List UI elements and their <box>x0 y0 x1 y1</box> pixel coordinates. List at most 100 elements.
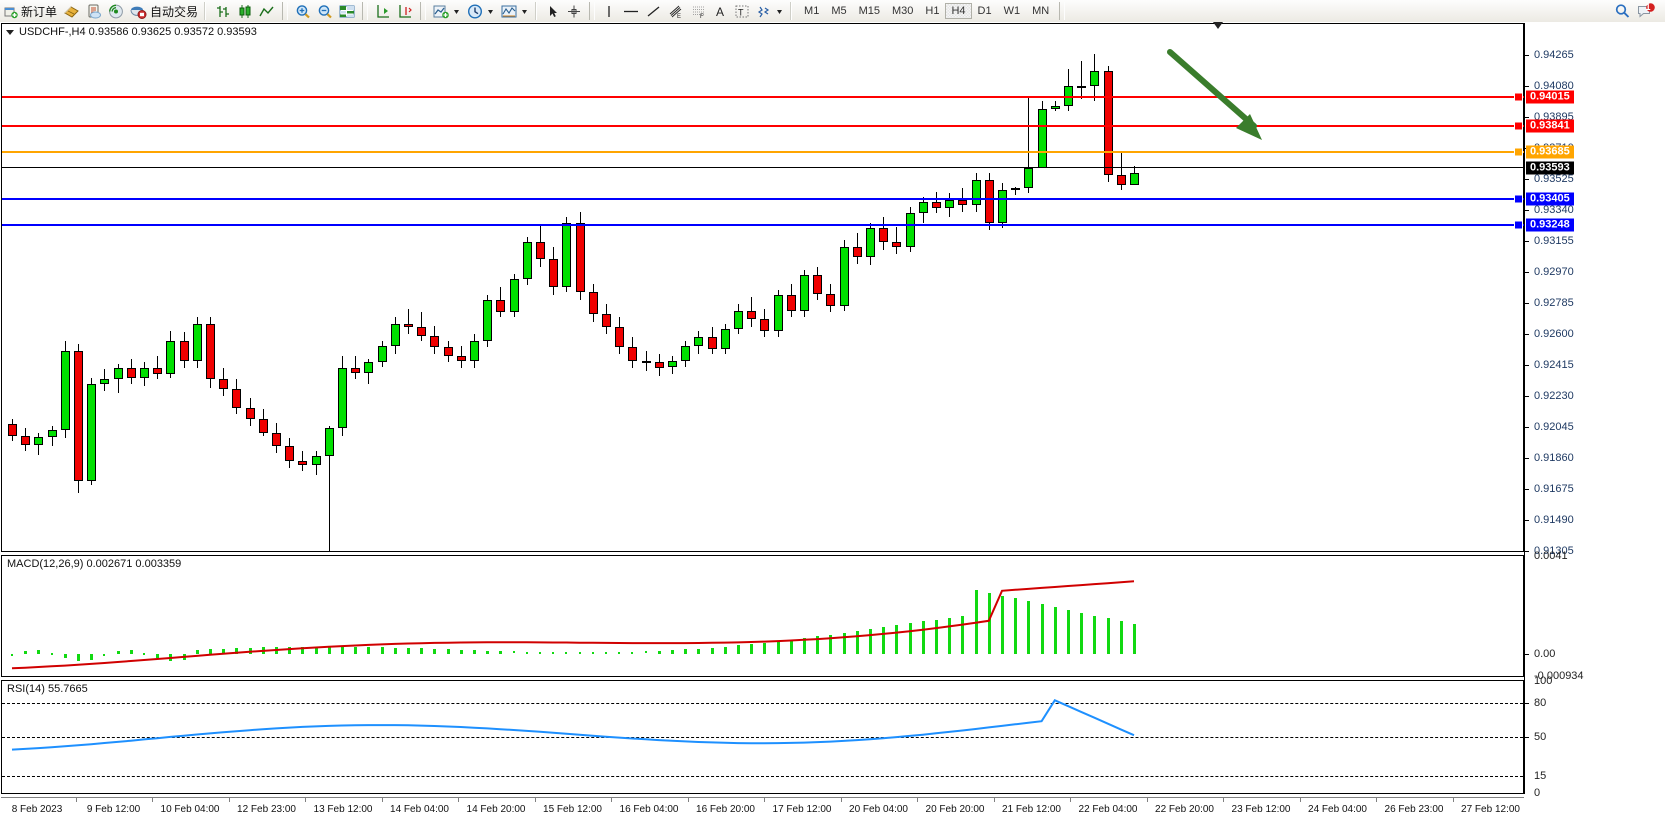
candle-body[interactable] <box>8 424 17 437</box>
candle-body[interactable] <box>417 327 427 336</box>
candle-body[interactable] <box>773 295 783 331</box>
candle-body[interactable] <box>615 327 625 348</box>
candle-body[interactable] <box>562 223 572 288</box>
candle-body[interactable] <box>192 323 202 361</box>
price-tag-stop-loss-2[interactable]: 0.93248 <box>1526 218 1574 232</box>
toolbar-grip[interactable] <box>204 2 210 20</box>
chevron-down-icon[interactable] <box>486 4 495 19</box>
candle-body[interactable] <box>1024 168 1034 189</box>
timeframe-m15[interactable]: M15 <box>858 5 880 17</box>
candle-body[interactable] <box>720 328 730 350</box>
chart-area[interactable]: MACD(12,26,9) 0.002671 0.003359 RSI(14) … <box>0 22 1665 837</box>
candle-body[interactable] <box>311 456 321 465</box>
candle-body[interactable] <box>351 367 361 373</box>
zoom-in-button[interactable] <box>292 1 314 21</box>
collapse-triangle-icon[interactable] <box>6 29 14 35</box>
candle-body[interactable] <box>549 258 559 288</box>
timeframe-d1[interactable]: D1 <box>977 5 992 17</box>
candle-body[interactable] <box>694 337 704 346</box>
signals-button[interactable] <box>105 1 127 21</box>
candle-body[interactable] <box>932 201 941 209</box>
candle-body[interactable] <box>984 179 994 224</box>
symbol-header[interactable]: USDCHF-,H4 0.93586 0.93625 0.93572 0.935… <box>6 26 257 38</box>
candle-body[interactable] <box>866 228 875 257</box>
candle-body[interactable] <box>245 407 255 420</box>
candle-body[interactable] <box>219 379 229 390</box>
candle-body[interactable] <box>813 275 823 294</box>
toolbar-grip-3[interactable] <box>790 2 796 20</box>
price-tag-entry-level[interactable]: 0.93685 <box>1526 145 1574 159</box>
candle-body[interactable] <box>1116 174 1126 185</box>
expert-advisors-button[interactable] <box>60 1 83 21</box>
text-label-button[interactable]: T <box>731 1 753 21</box>
candle-body[interactable] <box>298 460 308 465</box>
candle-body[interactable] <box>602 313 611 328</box>
candle-body[interactable] <box>971 179 981 205</box>
price-tag-take-profit-1[interactable]: 0.94015 <box>1526 90 1574 104</box>
level-line-take-profit-2[interactable] <box>2 125 1525 128</box>
autotrading-button[interactable]: 自动交易 <box>127 1 201 21</box>
candle-body[interactable] <box>377 345 387 363</box>
data-window-button[interactable] <box>336 1 358 21</box>
candle-body[interactable] <box>628 347 638 361</box>
candle-body[interactable] <box>800 275 809 311</box>
down-trend-arrow-annotation[interactable] <box>1162 44 1282 154</box>
level-handle-entry-level[interactable] <box>1514 147 1523 157</box>
candle-body[interactable] <box>509 278 519 313</box>
candle-body[interactable] <box>641 360 651 363</box>
candle-body[interactable] <box>153 367 163 375</box>
crosshair-button[interactable] <box>563 1 585 21</box>
candle-body[interactable] <box>404 323 413 328</box>
candle-body[interactable] <box>285 446 295 461</box>
candle-body[interactable] <box>734 310 743 329</box>
zoom-out-button[interactable] <box>314 1 336 21</box>
templates-button[interactable] <box>498 1 532 21</box>
level-handle-stop-loss-1[interactable] <box>1514 194 1523 204</box>
search-button[interactable] <box>1611 1 1634 21</box>
rsi-indicator-panel[interactable]: RSI(14) 55.7665 <box>1 680 1524 794</box>
candle-body[interactable] <box>113 367 123 380</box>
candle-body[interactable] <box>998 189 1007 224</box>
candle-body[interactable] <box>390 323 400 346</box>
macd-indicator-panel[interactable]: MACD(12,26,9) 0.002671 0.003359 <box>1 555 1524 677</box>
price-axis[interactable]: 0.942650.940800.938950.937100.935250.933… <box>1524 23 1664 799</box>
candle-body[interactable] <box>1077 86 1087 88</box>
candle-body[interactable] <box>522 241 532 279</box>
candle-body[interactable] <box>536 241 545 259</box>
candle-body[interactable] <box>1011 188 1021 191</box>
price-chart-panel[interactable] <box>1 23 1525 552</box>
candle-body[interactable] <box>1050 106 1060 110</box>
candle-body[interactable] <box>760 318 770 331</box>
text-button[interactable]: A <box>711 1 731 21</box>
candle-body[interactable] <box>47 429 57 438</box>
new-order-button[interactable]: 新订单 <box>0 1 60 21</box>
candle-body[interactable] <box>588 292 598 314</box>
alerts-button[interactable]: 1 <box>1634 1 1659 21</box>
candle-body[interactable] <box>430 335 440 348</box>
periods-button[interactable] <box>464 1 498 21</box>
candle-body[interactable] <box>140 367 149 378</box>
candle-body[interactable] <box>575 223 585 293</box>
line-chart-button[interactable] <box>256 1 278 21</box>
candle-body[interactable] <box>74 350 83 482</box>
auto-scroll-button[interactable] <box>372 1 394 21</box>
candle-body[interactable] <box>470 340 479 361</box>
objects-button[interactable] <box>753 1 787 21</box>
level-line-stop-loss-1[interactable] <box>2 198 1525 201</box>
timeframe-w1[interactable]: W1 <box>1003 5 1021 17</box>
price-tag-stop-loss-1[interactable]: 0.93405 <box>1526 192 1574 206</box>
level-handle-stop-loss-2[interactable] <box>1514 220 1523 230</box>
candle-body[interactable] <box>1130 173 1139 185</box>
candle-body[interactable] <box>324 427 334 457</box>
candle-body[interactable] <box>707 337 717 350</box>
time-axis[interactable]: 8 Feb 2023 9 Feb 12:00 10 Feb 04:00 12 Feb … <box>1 797 1524 824</box>
candle-body[interactable] <box>443 347 453 356</box>
terminal-button[interactable] <box>83 1 105 21</box>
timeframe-m30[interactable]: M30 <box>892 5 914 17</box>
candle-body[interactable] <box>272 432 281 447</box>
bar-chart-button[interactable] <box>212 1 234 21</box>
equidistant-channel-button[interactable]: E <box>665 1 688 21</box>
level-line-entry-level[interactable] <box>2 151 1525 154</box>
candle-body[interactable] <box>166 340 176 375</box>
price-tag-current-price[interactable]: 0.93593 <box>1526 161 1574 175</box>
